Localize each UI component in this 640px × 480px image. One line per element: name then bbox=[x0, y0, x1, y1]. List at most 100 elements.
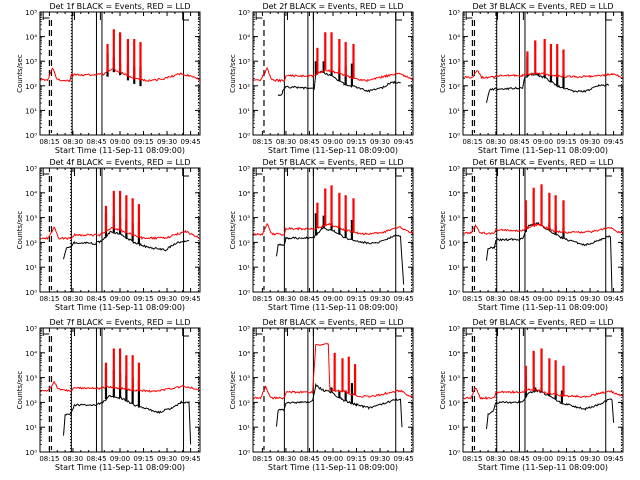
bracket-marker bbox=[255, 167, 260, 176]
series-lld-spike bbox=[556, 44, 559, 77]
plot-area bbox=[40, 328, 200, 452]
series-lld-spike bbox=[352, 198, 355, 232]
series-lld-spike bbox=[344, 42, 347, 76]
x-axis-label: Start Time (11-Sep-11 08:09:00) bbox=[268, 303, 398, 312]
bracket-marker bbox=[312, 327, 317, 336]
y-tick-label: 10⁵ bbox=[238, 325, 250, 333]
x-tick-label: 08:15 bbox=[39, 455, 59, 463]
series-events-line bbox=[486, 389, 615, 429]
x-tick-label: 08:15 bbox=[252, 455, 272, 463]
series-lld-spike bbox=[131, 198, 134, 235]
x-tick-label: 08:30 bbox=[276, 295, 296, 303]
x-tick-label: 09:15 bbox=[133, 138, 153, 146]
panel-title: Det 8f BLACK = Events, RED = LLD bbox=[262, 318, 403, 327]
panel-title: Det 3f BLACK = Events, RED = LLD bbox=[472, 2, 613, 11]
series-lld-spike bbox=[353, 364, 357, 396]
series-events-line bbox=[486, 221, 613, 292]
y-tick-label: 10¹ bbox=[448, 424, 460, 432]
y-tick-label: 10⁰ bbox=[238, 449, 250, 457]
x-tick-label: 08:15 bbox=[462, 295, 482, 303]
y-tick-label: 10³ bbox=[25, 375, 37, 383]
x-tick-label: 09:45 bbox=[180, 295, 200, 303]
series-lld-spike bbox=[137, 362, 141, 391]
series-lld-spike bbox=[112, 29, 115, 70]
y-tick-label: 10² bbox=[238, 83, 250, 91]
bracket-marker bbox=[255, 11, 260, 20]
x-tick-label: 09:15 bbox=[133, 295, 153, 303]
plot-frame bbox=[252, 11, 414, 136]
x-tick-label: 08:15 bbox=[462, 455, 482, 463]
y-tick-label: 10³ bbox=[448, 375, 460, 383]
y-tick-label: 10² bbox=[25, 399, 37, 407]
plot-area bbox=[40, 168, 200, 292]
x-tick-label: 08:15 bbox=[252, 295, 272, 303]
series-events-spike bbox=[344, 227, 347, 238]
y-tick-label: 10³ bbox=[238, 215, 250, 223]
x-tick-label: 09:30 bbox=[157, 138, 177, 146]
plot-area bbox=[253, 328, 413, 452]
x-tick-label: 09:30 bbox=[157, 295, 177, 303]
x-tick-label: 09:15 bbox=[556, 138, 576, 146]
series-lld-spike bbox=[137, 204, 141, 237]
bracket-marker bbox=[312, 167, 317, 176]
series-lld-spike bbox=[341, 358, 344, 392]
bracket-marker bbox=[74, 327, 78, 336]
series-events-spike bbox=[543, 74, 546, 78]
series-lld-line bbox=[253, 66, 413, 83]
x-tick-label: 08:45 bbox=[509, 295, 529, 303]
series-lld-spike bbox=[106, 44, 109, 72]
x-tick-label: 08:45 bbox=[299, 295, 319, 303]
y-tick-label: 10² bbox=[448, 399, 460, 407]
series-lld-spike bbox=[562, 200, 565, 232]
y-tick-label: 10⁵ bbox=[448, 9, 460, 17]
x-tick-label: 08:45 bbox=[86, 455, 106, 463]
bracket-marker bbox=[312, 11, 317, 20]
plot-area bbox=[463, 328, 623, 452]
series-events-spike bbox=[562, 74, 565, 88]
series-lld-spike bbox=[131, 355, 134, 391]
bracket-marker bbox=[497, 11, 501, 20]
series-events-spike bbox=[350, 63, 354, 87]
series-lld-spike bbox=[112, 348, 115, 388]
series-lld-spike bbox=[562, 49, 565, 77]
y-tick-label: 10² bbox=[238, 399, 250, 407]
y-tick-label: 10⁰ bbox=[448, 289, 460, 297]
y-tick-label: 10⁴ bbox=[25, 350, 37, 358]
series-events-spike bbox=[350, 220, 354, 240]
bracket-marker bbox=[287, 167, 291, 176]
y-tick-label: 10² bbox=[25, 83, 37, 91]
series-lld-line bbox=[463, 223, 623, 236]
series-lld-spike bbox=[554, 195, 557, 232]
series-lld-spike bbox=[316, 47, 319, 75]
y-tick-label: 10¹ bbox=[238, 424, 250, 432]
x-tick-label: 09:00 bbox=[533, 295, 553, 303]
plot-area bbox=[40, 12, 200, 135]
y-tick-label: 10⁴ bbox=[238, 350, 250, 358]
panel-title: Det 7f BLACK = Events, RED = LLD bbox=[49, 318, 190, 327]
x-axis-label: Start Time (11-Sep-11 08:09:00) bbox=[478, 146, 608, 155]
series-events-line bbox=[486, 71, 610, 103]
bracket-marker bbox=[74, 167, 78, 176]
y-tick-label: 10³ bbox=[25, 58, 37, 66]
y-tick-label: 10¹ bbox=[238, 264, 250, 272]
x-tick-label: 08:45 bbox=[299, 455, 319, 463]
series-lld-spike bbox=[344, 195, 347, 231]
series-events-spike bbox=[562, 227, 565, 239]
series-lld-spike bbox=[548, 358, 551, 394]
x-tick-label: 09:00 bbox=[110, 138, 130, 146]
series-lld-line bbox=[463, 387, 623, 400]
y-tick-label: 10⁰ bbox=[25, 449, 37, 457]
bracket-marker bbox=[605, 167, 612, 176]
y-axis-label: Counts/sec bbox=[16, 211, 24, 250]
y-tick-label: 10¹ bbox=[25, 424, 37, 432]
x-tick-label: 09:00 bbox=[110, 455, 130, 463]
bracket-marker bbox=[465, 167, 470, 176]
bracket-marker bbox=[287, 327, 291, 336]
